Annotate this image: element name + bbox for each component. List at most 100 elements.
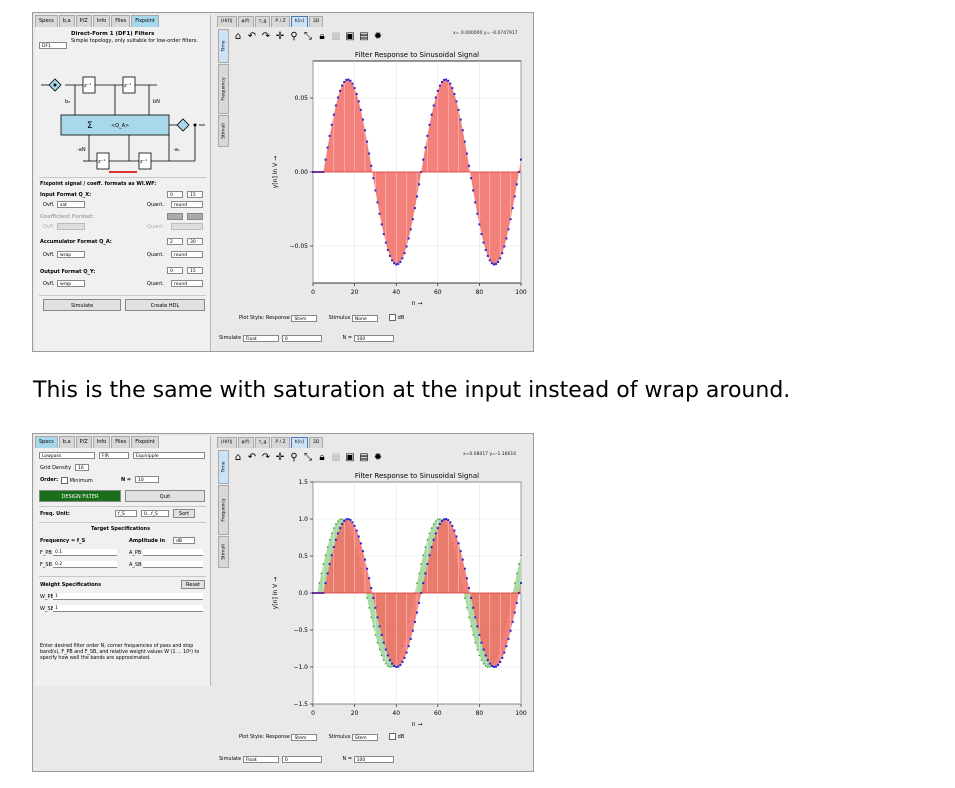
coeff-ovfl-select[interactable]: [57, 223, 85, 230]
quit-button[interactable]: Quit: [125, 490, 205, 502]
input-wf-field[interactable]: 15: [187, 191, 203, 198]
filter-type-select[interactable]: FIR: [99, 452, 129, 459]
tab-specs[interactable]: Specs: [35, 436, 58, 448]
tab-specs[interactable]: Specs: [35, 15, 58, 27]
undo-icon[interactable]: ↶: [247, 452, 257, 463]
tab-phase[interactable]: φ(f): [237, 16, 254, 27]
stimulus-select[interactable]: None: [351, 315, 378, 322]
design-filter-button[interactable]: DESIGN FILTER: [39, 490, 121, 502]
coeff-wf-field[interactable]: [187, 213, 203, 220]
redo-icon[interactable]: ↷: [261, 452, 271, 463]
grid-icon[interactable]: ▦: [331, 452, 341, 463]
vtab-time[interactable]: Time: [218, 450, 229, 484]
splitter-handle[interactable]: [109, 171, 137, 173]
clipboard-icon[interactable]: ▤: [359, 452, 369, 463]
tab-impulse[interactable]: h[n]: [290, 437, 308, 448]
create-hdl-button[interactable]: Create HDL: [125, 299, 205, 311]
tab-3d[interactable]: 3D: [308, 16, 324, 27]
db-checkbox[interactable]: [389, 733, 397, 740]
zoom-icon[interactable]: ⚲: [290, 452, 298, 463]
input-quant-select[interactable]: round: [171, 201, 203, 208]
n0-field[interactable]: 0: [281, 335, 322, 342]
save-icon[interactable]: ▣: [345, 31, 355, 42]
accu-quant-select[interactable]: round: [171, 251, 203, 258]
input-ovfl-select[interactable]: sat: [57, 201, 85, 208]
pan-icon[interactable]: ✛: [275, 31, 285, 42]
tab-group-delay[interactable]: τ_g: [254, 437, 271, 448]
tab-fixpoint[interactable]: Fixpoint: [131, 15, 159, 27]
accu-wi-field[interactable]: 2: [167, 238, 183, 245]
freq-unit-select[interactable]: f_S: [115, 510, 137, 517]
clipboard-icon[interactable]: ▤: [359, 31, 369, 42]
pan-icon[interactable]: ✛: [275, 452, 285, 463]
tab-ba[interactable]: b,a: [58, 15, 75, 27]
vtab-stimuli[interactable]: Stimuli: [218, 536, 229, 568]
tab-group-delay[interactable]: τ_g: [254, 16, 271, 27]
wsb-field[interactable]: 1: [53, 605, 203, 612]
plot-style-select[interactable]: Stem: [291, 315, 318, 322]
grid-icon[interactable]: ▦: [331, 31, 341, 42]
freq-range-select[interactable]: 0...f_S: [141, 510, 169, 517]
home-icon[interactable]: ⌂: [234, 31, 242, 42]
filter-topology-select[interactable]: DF1: [39, 42, 67, 49]
zoom-icon[interactable]: ⚲: [290, 31, 298, 42]
reset-button[interactable]: Reset: [181, 580, 205, 589]
coeff-wi-field[interactable]: [167, 213, 183, 220]
vtab-frequency[interactable]: Frequency: [218, 64, 229, 114]
accu-ovfl-select[interactable]: wrap: [57, 251, 85, 258]
tab-info[interactable]: Info: [92, 15, 111, 27]
zoom-full-icon[interactable]: ⤡: [304, 452, 312, 463]
order-minimum-checkbox[interactable]: [61, 477, 68, 484]
tab-mag[interactable]: |H(f)|: [217, 437, 237, 448]
sort-button[interactable]: Sort: [173, 509, 195, 518]
home-icon[interactable]: ⌂: [234, 452, 242, 463]
save-icon[interactable]: ▣: [345, 452, 355, 463]
lock-icon[interactable]: 🔒︎: [319, 452, 325, 463]
tab-ba[interactable]: b,a: [58, 436, 75, 448]
db-checkbox[interactable]: [389, 314, 397, 321]
lock-icon[interactable]: 🔒︎: [319, 31, 325, 42]
output-quant-select[interactable]: round: [171, 280, 203, 287]
output-ovfl-select[interactable]: wrap: [57, 280, 85, 287]
response-type-select[interactable]: Lowpass: [39, 452, 95, 459]
vtab-stimuli[interactable]: Stimuli: [218, 115, 229, 147]
input-wi-field[interactable]: 0: [167, 191, 183, 198]
tab-pole-zero[interactable]: P / Z: [271, 16, 290, 27]
settings-icon[interactable]: ✹: [373, 31, 383, 42]
tab-fixpoint[interactable]: Fixpoint: [131, 436, 159, 448]
vtab-frequency[interactable]: Frequency: [218, 485, 229, 535]
tab-info[interactable]: Info: [92, 436, 111, 448]
tab-files[interactable]: Files: [111, 15, 131, 27]
amplitude-unit-select[interactable]: dB: [173, 537, 195, 544]
fpb-field[interactable]: 0.1: [53, 549, 117, 556]
output-wf-field[interactable]: 15: [187, 267, 203, 274]
tab-pz[interactable]: P/Z: [75, 436, 92, 448]
grid-density-field[interactable]: 16: [75, 464, 89, 471]
tab-phase[interactable]: φ(f): [237, 437, 254, 448]
tab-pz[interactable]: P/Z: [75, 15, 92, 27]
zoom-full-icon[interactable]: ⤡: [304, 31, 312, 42]
apb-field[interactable]: [143, 549, 203, 556]
output-wi-field[interactable]: 0: [167, 267, 183, 274]
stimulus-select[interactable]: Stem: [351, 734, 378, 741]
undo-icon[interactable]: ↶: [247, 31, 257, 42]
fsb-field[interactable]: 0.2: [53, 561, 117, 568]
wpb-field[interactable]: 1: [53, 593, 203, 600]
coeff-quant-select[interactable]: [171, 223, 203, 230]
n0-field[interactable]: 0: [281, 756, 322, 763]
tab-pole-zero[interactable]: P / Z: [271, 437, 290, 448]
asb-field[interactable]: [143, 561, 203, 568]
n-field[interactable]: 100: [353, 335, 394, 342]
plot-style-select[interactable]: Stem: [291, 734, 318, 741]
simulate-mode-select[interactable]: Float: [242, 335, 279, 342]
tab-mag[interactable]: |H(f)|: [217, 16, 237, 27]
redo-icon[interactable]: ↷: [261, 31, 271, 42]
n-field[interactable]: 100: [353, 756, 394, 763]
tab-impulse[interactable]: h[n]: [290, 16, 308, 27]
order-n-field[interactable]: 10: [135, 476, 159, 483]
simulate-button[interactable]: Simulate: [43, 299, 121, 311]
design-method-select[interactable]: Equiripple: [133, 452, 205, 459]
simulate-mode-select[interactable]: Float: [242, 756, 279, 763]
vtab-time[interactable]: Time: [218, 29, 229, 63]
tab-3d[interactable]: 3D: [308, 437, 324, 448]
